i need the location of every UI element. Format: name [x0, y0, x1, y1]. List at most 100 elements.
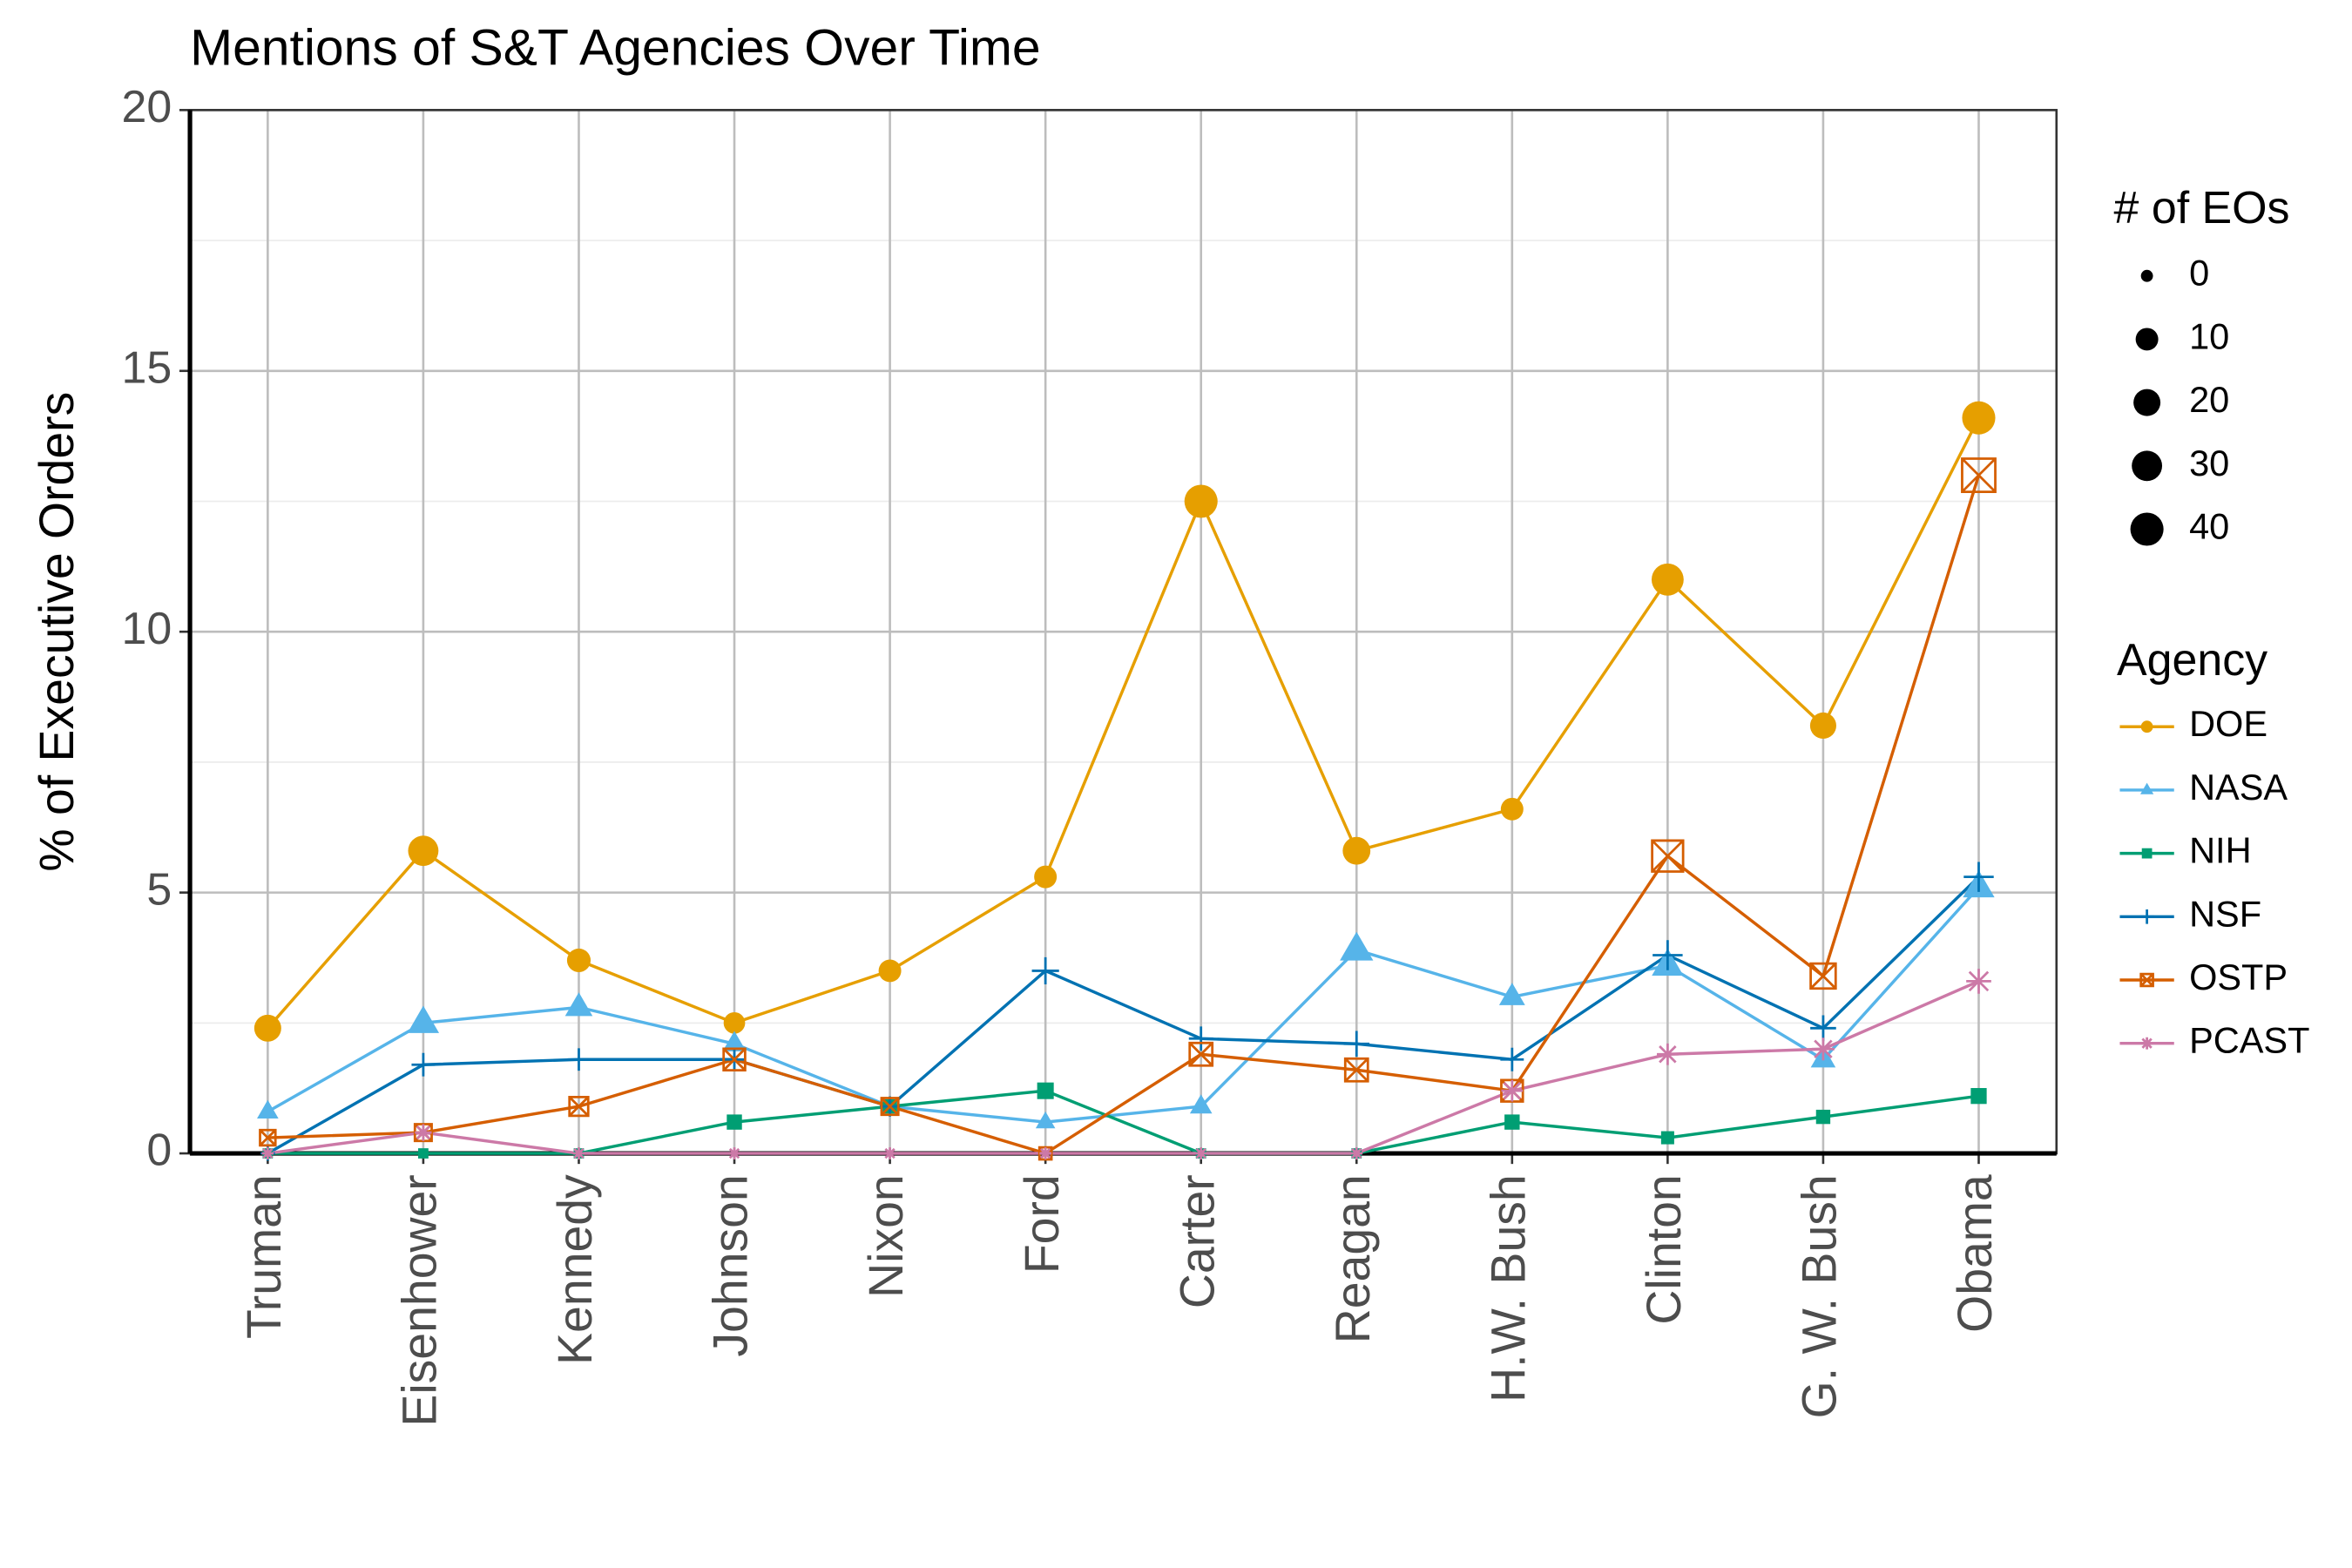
marker-shape [722, 1031, 747, 1051]
marker [408, 835, 439, 867]
x-tick-label: Eisenhower [393, 1174, 447, 1426]
marker-shape [1031, 956, 1059, 985]
marker [415, 1124, 432, 1141]
legend-label: NIH [2189, 830, 2252, 871]
marker [728, 1147, 740, 1159]
marker [564, 992, 593, 1017]
marker-shape [722, 1047, 747, 1071]
marker-shape [1815, 1109, 1831, 1125]
marker-shape [2140, 782, 2154, 794]
marker-shape [1500, 797, 1524, 821]
marker-shape [1660, 1131, 1674, 1145]
marker-shape [2139, 909, 2154, 924]
x-tick-label: Kennedy [548, 1174, 602, 1365]
marker-shape [1504, 1114, 1520, 1130]
marker-shape [1194, 1147, 1207, 1159]
marker [1504, 1114, 1520, 1130]
size-legend-label: 0 [2189, 253, 2209, 294]
marker [1500, 1047, 1524, 1071]
marker [1651, 563, 1684, 596]
marker [1037, 1082, 1054, 1099]
series-line [267, 416, 1981, 1030]
legend-label: OSTP [2189, 956, 2288, 997]
marker-shape [878, 959, 902, 983]
marker [1651, 839, 1685, 873]
marker-shape [880, 1097, 900, 1117]
marker-shape [257, 1099, 279, 1119]
marker-shape [566, 948, 591, 973]
marker-shape [1184, 484, 1218, 518]
marker-shape [883, 1147, 896, 1159]
marker-shape [1500, 1047, 1524, 1071]
marker-shape [567, 1048, 591, 1071]
marker [1194, 1147, 1207, 1159]
marker-shape [1810, 1015, 1836, 1042]
marker [2140, 782, 2154, 794]
marker [1343, 1031, 1370, 1058]
marker [1811, 1037, 1835, 1061]
marker [1815, 1109, 1831, 1125]
marker [411, 1052, 436, 1077]
marker-shape [1651, 839, 1685, 873]
marker [1031, 956, 1059, 985]
marker [883, 1147, 896, 1159]
marker [1657, 1043, 1679, 1065]
x-tick-label: Ford [1015, 1174, 1069, 1274]
y-tick-label: 20 [122, 82, 172, 132]
size-legend-label: 20 [2189, 379, 2229, 420]
marker [1961, 457, 1997, 493]
marker-shape [253, 1014, 281, 1042]
size-legend-title: # of EOs [2114, 183, 2290, 233]
marker-shape [564, 992, 593, 1017]
marker [1350, 1147, 1363, 1159]
x-tick-label: Carter [1170, 1174, 1224, 1308]
marker-shape [1651, 563, 1684, 596]
marker [2140, 1037, 2153, 1050]
marker-shape [2139, 972, 2154, 988]
marker-shape [1034, 865, 1058, 889]
x-tick-label: G. W. Bush [1793, 1174, 1847, 1418]
marker [1962, 401, 1996, 435]
marker-shape [1039, 1147, 1052, 1159]
series-line [267, 1089, 1979, 1155]
marker-shape [1970, 1088, 1987, 1105]
marker-shape [723, 1011, 746, 1034]
marker-shape [1343, 1057, 1369, 1083]
marker-shape [1340, 931, 1374, 961]
marker [1966, 969, 1991, 994]
marker [1500, 797, 1524, 821]
x-tick-label: Obama [1948, 1174, 2002, 1333]
y-axis-label: % of Executive Orders [30, 392, 84, 872]
marker-shape [2140, 1037, 2153, 1050]
marker [880, 1097, 900, 1117]
marker [257, 1099, 279, 1119]
marker [567, 1048, 591, 1071]
marker [1809, 712, 1836, 740]
marker [1809, 962, 1837, 990]
x-tick-label: Truman [237, 1174, 291, 1339]
x-tick-label: Nixon [859, 1174, 913, 1298]
marker [1184, 484, 1218, 518]
marker-shape [1961, 457, 1997, 493]
y-tick-label: 15 [122, 342, 172, 393]
marker-shape [2140, 720, 2153, 733]
marker-shape [1035, 1111, 1056, 1129]
legend-title: Agency [2117, 635, 2268, 686]
marker [1034, 865, 1058, 889]
marker [1189, 1094, 1213, 1114]
marker-shape [1498, 983, 1525, 1005]
marker [407, 1005, 440, 1033]
marker [1970, 1088, 1987, 1105]
series-line [267, 875, 1980, 1155]
marker [1343, 1057, 1369, 1083]
marker [418, 1148, 429, 1159]
y-tick-label: 5 [146, 864, 172, 915]
marker [1660, 1131, 1674, 1145]
marker [2141, 848, 2153, 859]
marker [253, 1014, 281, 1042]
marker [723, 1011, 746, 1034]
marker-shape [411, 1052, 436, 1077]
marker [566, 948, 591, 973]
size-legend-label: 10 [2189, 315, 2229, 356]
